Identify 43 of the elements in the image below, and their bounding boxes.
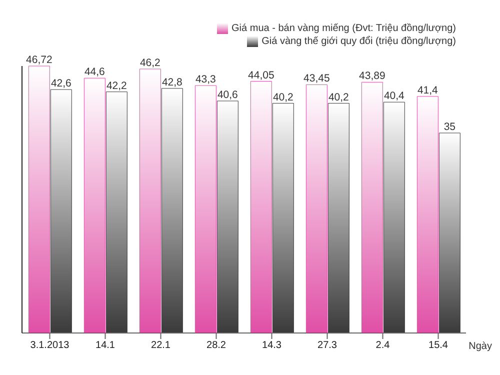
data-label: 43,89 bbox=[359, 70, 386, 82]
data-label: 44,05 bbox=[248, 69, 274, 82]
data-label: 40,2 bbox=[272, 91, 294, 104]
data-label: 46,2 bbox=[140, 56, 161, 69]
x-tick-label: 3.1.2013 bbox=[30, 340, 70, 352]
data-label: 42,6 bbox=[50, 78, 72, 90]
bar bbox=[216, 100, 238, 334]
bar bbox=[50, 89, 72, 334]
x-tick-label: 14.3 bbox=[262, 340, 282, 352]
bar bbox=[328, 103, 350, 334]
data-label: 35 bbox=[444, 120, 456, 133]
bar bbox=[139, 68, 161, 334]
x-tick-label: 27.3 bbox=[318, 340, 338, 352]
bar bbox=[28, 66, 50, 334]
data-label: 42,2 bbox=[106, 80, 128, 92]
bar bbox=[194, 85, 216, 334]
bar bbox=[272, 103, 294, 334]
data-label: 43,45 bbox=[304, 72, 330, 85]
bar bbox=[250, 81, 272, 334]
data-label: 40,6 bbox=[217, 88, 238, 101]
bar bbox=[306, 84, 328, 334]
data-label: 44,6 bbox=[84, 66, 106, 78]
x-tick-label: 2.4 bbox=[376, 340, 390, 352]
bar bbox=[161, 88, 183, 334]
data-label: 46,72 bbox=[26, 54, 52, 66]
bar bbox=[416, 96, 438, 334]
data-label: 42,8 bbox=[162, 76, 183, 88]
data-label: 40,4 bbox=[384, 90, 405, 102]
bar bbox=[438, 132, 460, 334]
x-axis-title: Ngày bbox=[468, 341, 492, 352]
data-label: 40,2 bbox=[328, 91, 350, 104]
legend-label: Giá mua - bán vàng miếng (Đvt: Triệu đồng/lượng) bbox=[232, 23, 456, 34]
x-tick-label: 28.2 bbox=[206, 340, 226, 352]
x-tick-label: 22.1 bbox=[151, 340, 171, 352]
bar bbox=[106, 92, 128, 334]
bar bbox=[361, 82, 383, 334]
bar bbox=[84, 78, 106, 334]
bar bbox=[383, 102, 405, 334]
x-tick-label: 15.4 bbox=[428, 340, 448, 352]
data-label: 41,4 bbox=[417, 84, 438, 96]
legend-label: Giá vàng thế giới quy đổi (triệu đồng/lượng) bbox=[262, 36, 456, 47]
x-tick-label: 14.1 bbox=[96, 340, 116, 352]
data-label: 43,3 bbox=[195, 74, 216, 86]
